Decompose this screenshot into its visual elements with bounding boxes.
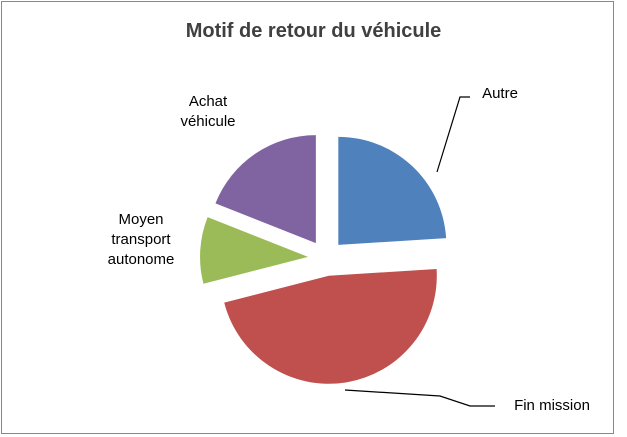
slice-label: Moyen transport autonome xyxy=(107,211,175,268)
slice-label: Fin mission xyxy=(514,397,590,414)
pie-slice xyxy=(224,268,437,384)
leader-line xyxy=(436,96,470,173)
pie-slice xyxy=(200,217,309,284)
leader-line xyxy=(344,389,495,407)
chart-title: Motif de retour du véhicule xyxy=(185,20,442,42)
slice-label: Autre xyxy=(482,85,518,102)
slice-label: Achat véhicule xyxy=(180,93,236,130)
pie-slice xyxy=(338,136,447,245)
pie-slice xyxy=(215,135,316,244)
